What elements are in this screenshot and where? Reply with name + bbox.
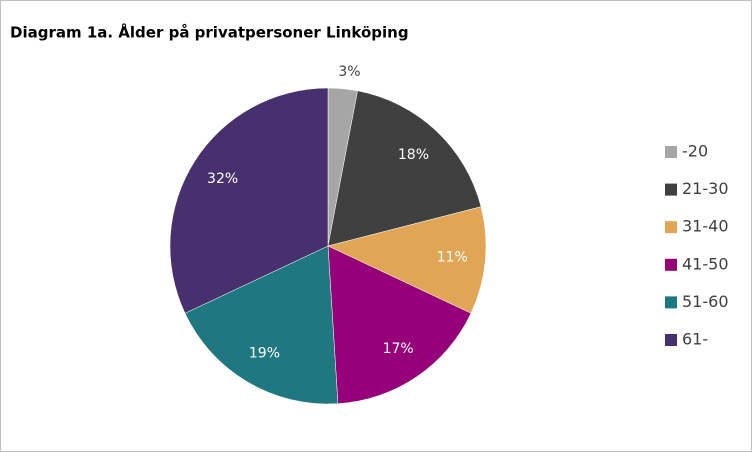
legend-label: 31-40 [682,217,729,236]
pie-slice [169,87,329,314]
chart-title: Diagram 1a. Ålder på privatpersoner Link… [10,23,409,42]
legend-label: 51-60 [682,292,729,311]
legend-swatch [665,296,677,309]
legend-swatch [665,334,677,346]
pie-slice [327,90,482,247]
data-label: 32% [207,171,238,187]
legend-label: -20 [682,142,708,161]
data-label: 19% [249,345,280,361]
legend-label: 41-50 [682,254,729,273]
legend-label: 21-30 [682,179,729,198]
pie-slice [184,245,339,405]
data-label: 11% [437,250,468,266]
legend-label: 61- [682,330,708,349]
legend-swatch [665,183,677,196]
data-label: 3% [338,64,360,80]
legend-swatch [665,221,677,234]
legend-swatch [665,146,677,158]
data-label: 17% [383,341,414,357]
pie-slice [327,206,487,314]
legend-swatch [665,258,677,271]
pie-slice [327,245,472,404]
data-label: 18% [398,147,429,163]
